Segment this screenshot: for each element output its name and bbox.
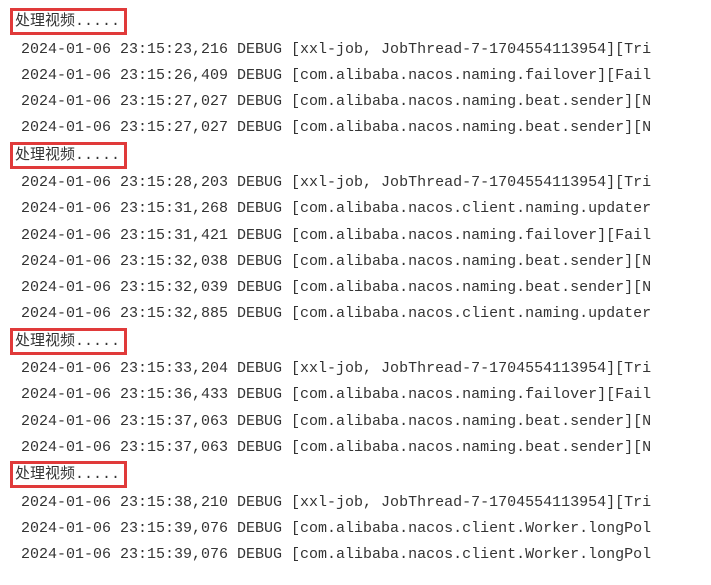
processing-video-marker: 处理视频.....: [10, 461, 127, 488]
processing-video-marker: 处理视频.....: [10, 142, 127, 169]
highlighted-marker-line: 处理视频.....: [12, 328, 711, 357]
log-line: 2024-01-06 23:15:26,409 DEBUG [com.aliba…: [12, 63, 711, 89]
log-line: 2024-01-06 23:15:28,203 DEBUG [xxl-job, …: [12, 170, 711, 196]
log-line: 2024-01-06 23:15:37,063 DEBUG [com.aliba…: [12, 435, 711, 461]
highlighted-marker-line: 处理视频.....: [12, 142, 711, 171]
log-line: 2024-01-06 23:15:32,038 DEBUG [com.aliba…: [12, 249, 711, 275]
log-line: 2024-01-06 23:15:32,039 DEBUG [com.aliba…: [12, 275, 711, 301]
log-line: 2024-01-06 23:15:38,210 DEBUG [xxl-job, …: [12, 490, 711, 516]
log-line: 2024-01-06 23:15:32,885 DEBUG [com.aliba…: [12, 301, 711, 327]
log-line: 2024-01-06 23:15:39,076 DEBUG [com.aliba…: [12, 542, 711, 568]
log-output: 处理视频..... 2024-01-06 23:15:23,216 DEBUG …: [12, 8, 711, 568]
log-line: 2024-01-06 23:15:23,216 DEBUG [xxl-job, …: [12, 37, 711, 63]
log-line: 2024-01-06 23:15:37,063 DEBUG [com.aliba…: [12, 409, 711, 435]
log-line: 2024-01-06 23:15:31,268 DEBUG [com.aliba…: [12, 196, 711, 222]
highlighted-marker-line: 处理视频.....: [12, 8, 711, 37]
log-line: 2024-01-06 23:15:36,433 DEBUG [com.aliba…: [12, 382, 711, 408]
log-line: 2024-01-06 23:15:27,027 DEBUG [com.aliba…: [12, 115, 711, 141]
log-line: 2024-01-06 23:15:27,027 DEBUG [com.aliba…: [12, 89, 711, 115]
log-line: 2024-01-06 23:15:33,204 DEBUG [xxl-job, …: [12, 356, 711, 382]
processing-video-marker: 处理视频.....: [10, 328, 127, 355]
log-line: 2024-01-06 23:15:31,421 DEBUG [com.aliba…: [12, 223, 711, 249]
processing-video-marker: 处理视频.....: [10, 8, 127, 35]
highlighted-marker-line: 处理视频.....: [12, 461, 711, 490]
log-line: 2024-01-06 23:15:39,076 DEBUG [com.aliba…: [12, 516, 711, 542]
